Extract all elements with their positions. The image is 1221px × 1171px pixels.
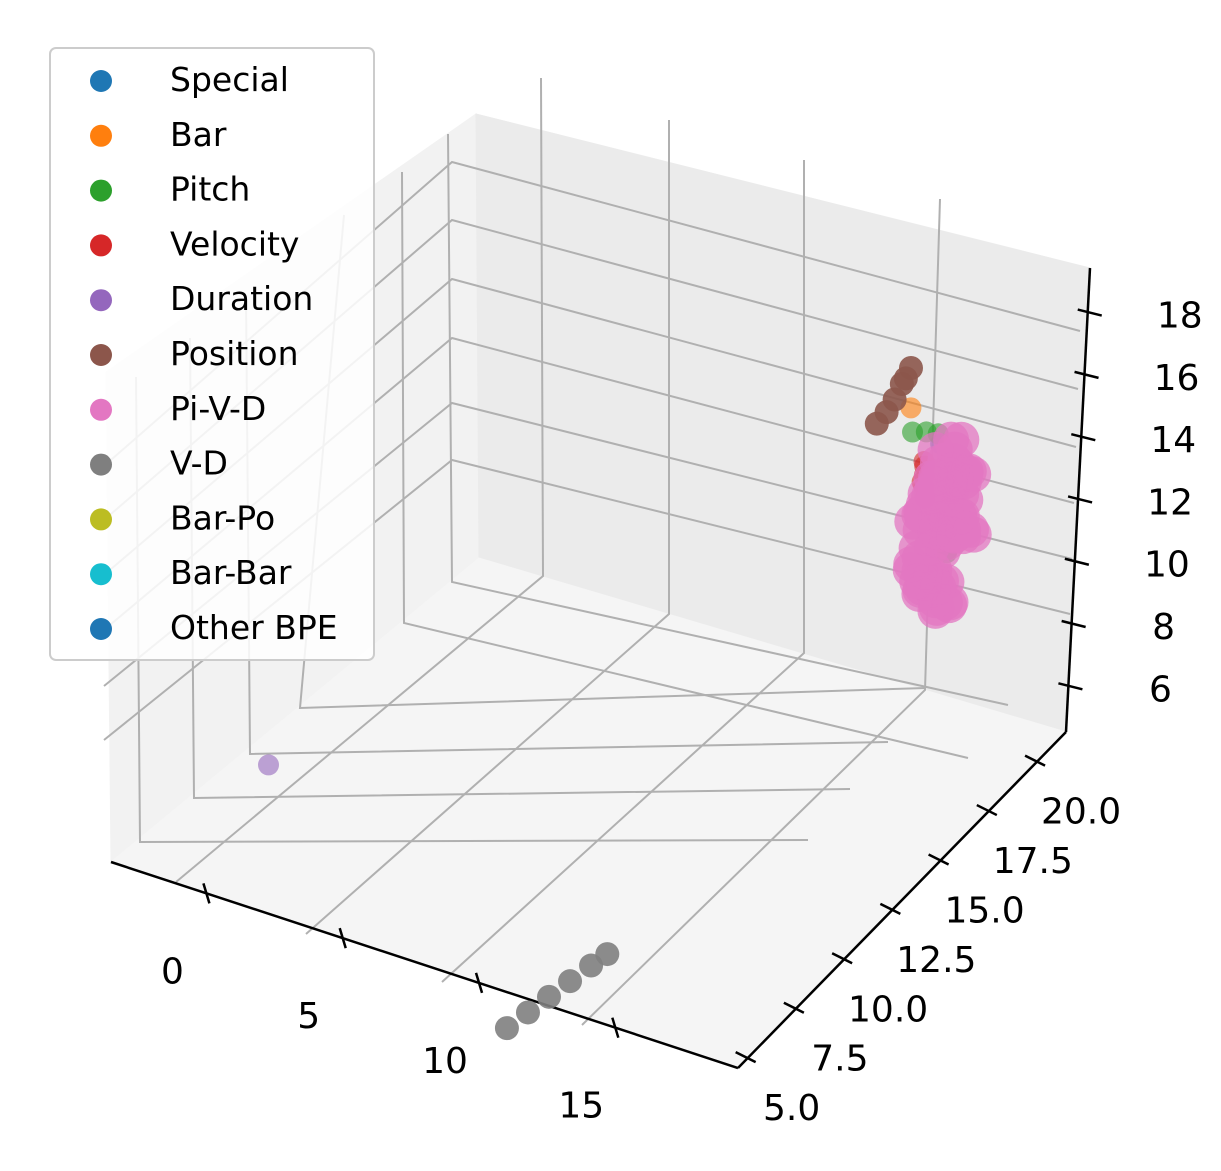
- legend-label: Bar: [170, 115, 227, 154]
- legend-marker: [90, 70, 112, 92]
- y-tick-mark: [976, 803, 998, 817]
- legend-label: Other BPE: [170, 608, 338, 647]
- y-tick-label: 20.0: [1041, 792, 1121, 833]
- y-tick-mark: [735, 1050, 757, 1064]
- x-axis-line: [110, 860, 739, 1070]
- legend-label: Velocity: [170, 224, 299, 263]
- legend-marker: [90, 508, 112, 531]
- data-point: [595, 942, 620, 967]
- y-tick-label: 15.0: [945, 890, 1025, 931]
- y-tick-label: 12.5: [896, 940, 976, 981]
- y-tick-mark: [783, 1001, 805, 1014]
- x-tick-mark: [202, 882, 211, 904]
- y-tick-label: 17.5: [993, 841, 1073, 882]
- z-tick-label: 6: [1149, 669, 1172, 710]
- x-tick-label: 15: [558, 1086, 604, 1127]
- data-point: [899, 563, 936, 600]
- data-point: [558, 969, 583, 994]
- legend-marker: [90, 234, 112, 257]
- data-point: [952, 511, 989, 548]
- data-points: [258, 355, 992, 1041]
- series-pi-v-d: [892, 421, 992, 629]
- x-tick-label: 10: [422, 1041, 468, 1082]
- z-tick-mark: [1061, 619, 1086, 629]
- legend-marker: [90, 289, 112, 312]
- series-position: [864, 355, 923, 436]
- legend-marker: [90, 124, 112, 147]
- legend-label: Bar-Po: [170, 498, 275, 537]
- legend-label: Special: [170, 60, 289, 99]
- x-tick-mark: [611, 1017, 620, 1039]
- legend-label: V-D: [170, 444, 228, 483]
- z-tick-mark: [1074, 370, 1099, 380]
- x-tick-mark: [474, 972, 484, 994]
- y-tick-label: 7.5: [811, 1039, 868, 1080]
- z-tick-label: 14: [1150, 420, 1196, 461]
- legend-marker: [90, 453, 112, 476]
- z-tick-label: 16: [1154, 358, 1200, 399]
- x-tick-label: 0: [161, 951, 184, 992]
- z-tick-mark: [1058, 682, 1083, 691]
- x-tick-mark: [338, 927, 347, 949]
- y-tick-mark: [879, 902, 901, 916]
- tick-labels: 0 5 10 15 5.0 7.5 10.0 12.5 15.0 17.5 20.0 6 8 10 12 14…: [161, 296, 1203, 1130]
- z-tick-mark: [1064, 557, 1090, 566]
- y-tick-label: 5.0: [763, 1088, 820, 1129]
- z-tick-label: 18: [1157, 296, 1203, 337]
- legend-marker: [90, 618, 112, 640]
- legend: Special Bar Pitch Velocity Duration Position P…: [49, 47, 375, 661]
- legend-marker: [90, 344, 112, 366]
- data-point: [917, 459, 954, 496]
- data-point: [933, 421, 970, 458]
- data-point: [537, 984, 562, 1009]
- z-tick-mark: [1070, 432, 1096, 442]
- data-point: [258, 754, 280, 776]
- legend-label: Position: [170, 334, 299, 373]
- legend-box: [49, 47, 375, 661]
- series-duration: [258, 754, 280, 776]
- legend-marker: [90, 563, 112, 586]
- legend-label: Pi-V-D: [170, 389, 266, 428]
- z-tick-label: 12: [1147, 482, 1193, 523]
- legend-marker: [90, 179, 112, 202]
- z-tick-mark: [1077, 308, 1103, 317]
- legend-label: Duration: [170, 279, 313, 318]
- y-tick-mark: [928, 853, 950, 866]
- series-v-d: [494, 942, 620, 1041]
- x-tick-label: 5: [297, 996, 320, 1037]
- legend-label: Bar-Bar: [170, 553, 292, 592]
- tick-marks: [202, 308, 1103, 1064]
- data-point: [494, 1016, 519, 1041]
- y-axis-line: [737, 731, 1067, 1069]
- legend-marker: [90, 398, 112, 421]
- z-tick-label: 10: [1144, 545, 1190, 586]
- legend-items: Special Bar Pitch Velocity Duration Position P…: [90, 60, 338, 647]
- data-point: [515, 1000, 540, 1025]
- legend-label: Pitch: [170, 170, 250, 209]
- y-tick-label: 10.0: [848, 989, 928, 1030]
- data-point: [864, 411, 889, 436]
- y-tick-mark: [831, 952, 853, 965]
- z-tick-mark: [1067, 495, 1093, 504]
- z-tick-label: 8: [1152, 607, 1175, 648]
- y-tick-mark: [1024, 754, 1046, 767]
